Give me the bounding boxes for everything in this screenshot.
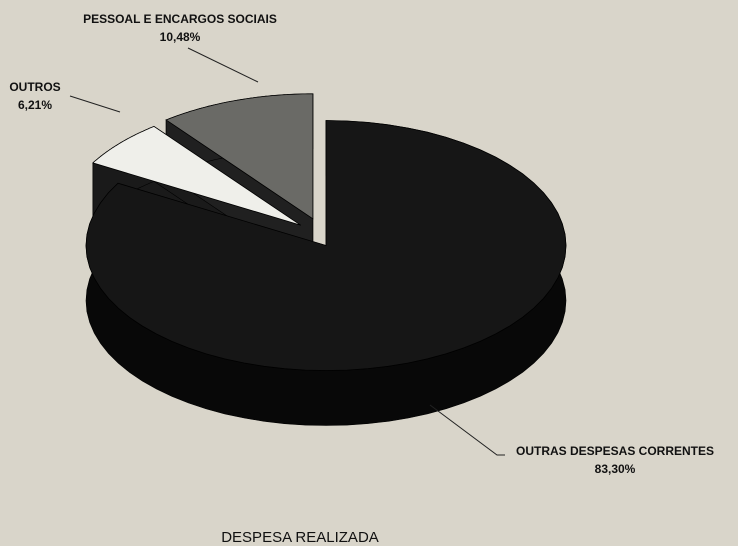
slice: [92, 125, 302, 226]
slice-label: PESSOAL E ENCARGOS SOCIAIS: [83, 12, 277, 26]
slice-value-label: 6,21%: [18, 98, 52, 112]
slice: [165, 93, 314, 220]
leader-line: [429, 404, 505, 456]
slice-value-label: 83,30%: [595, 462, 636, 476]
slice-label: OUTROS: [9, 80, 60, 94]
chart-title: DESPESA REALIZADA: [221, 529, 379, 546]
leader-line: [187, 47, 259, 83]
slice-label: OUTRAS DESPESAS CORRENTES: [516, 444, 714, 458]
leader-line: [69, 95, 121, 113]
slice: [85, 120, 567, 371]
slice-value-label: 10,48%: [160, 30, 201, 44]
